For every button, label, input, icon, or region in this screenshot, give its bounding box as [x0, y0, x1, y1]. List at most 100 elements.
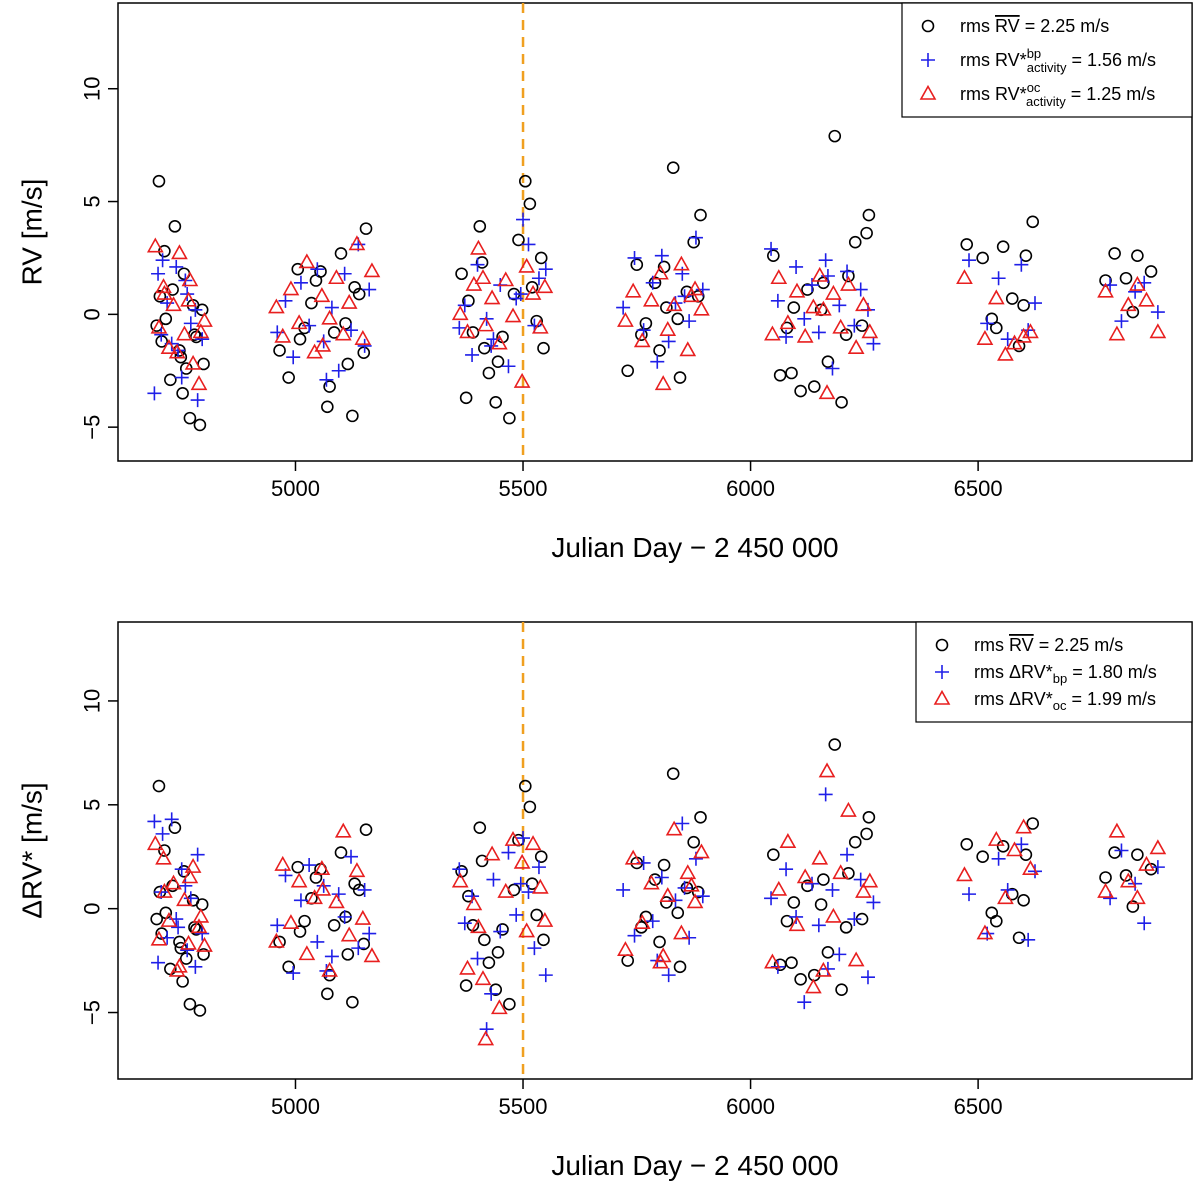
data-point [273, 344, 286, 357]
data-point [1022, 860, 1039, 875]
data-point [298, 945, 316, 961]
data-point [524, 284, 542, 300]
data-point [363, 947, 381, 963]
data-point [693, 843, 710, 859]
data-point [531, 271, 546, 286]
data-point [1021, 932, 1036, 947]
data-point [821, 945, 835, 959]
data-point [168, 343, 186, 359]
data-point [847, 318, 862, 333]
data-point [654, 947, 672, 963]
data-point [470, 239, 487, 255]
data-point [503, 411, 516, 425]
data-point [146, 835, 164, 851]
data-point [1005, 292, 1019, 305]
data-point [274, 855, 292, 871]
data-point [818, 787, 833, 802]
data-point [821, 355, 835, 369]
data-point [794, 972, 807, 986]
data-point [482, 956, 496, 969]
data-point [351, 941, 366, 956]
data-point [679, 864, 697, 880]
data-point [524, 835, 542, 851]
data-point [152, 174, 166, 188]
data-point [168, 821, 182, 834]
data-point [181, 271, 199, 287]
data-point [197, 948, 210, 961]
data-point [985, 906, 999, 920]
data-point [976, 251, 989, 265]
data-point [270, 918, 285, 933]
data-point [293, 275, 308, 290]
data-point [677, 880, 692, 895]
data-point [344, 323, 359, 338]
data-point [660, 301, 673, 314]
data-point [180, 291, 197, 307]
data-point [518, 922, 536, 938]
data-point [1131, 249, 1144, 262]
data-point [779, 314, 797, 330]
data-point [156, 284, 173, 300]
data-point [1119, 271, 1133, 285]
data-point [196, 936, 213, 952]
data-point [152, 779, 166, 793]
data-point [314, 336, 332, 352]
data-point [1128, 876, 1143, 891]
data-point [991, 851, 1006, 866]
data-point [195, 926, 210, 941]
data-point [805, 978, 822, 994]
data-point [842, 269, 855, 283]
data-point [151, 266, 166, 281]
data-point [270, 325, 285, 340]
data-point [1012, 931, 1026, 945]
x-tick-label: 6500 [954, 476, 1003, 501]
data-point [268, 932, 285, 948]
data-point [291, 860, 305, 874]
data-point [633, 914, 651, 930]
data-point [193, 418, 207, 432]
data-point [159, 906, 173, 920]
x-axis-title: Julian Day − 2 450 000 [551, 532, 838, 563]
data-point [174, 941, 188, 955]
data-point [653, 935, 666, 949]
data-point [1129, 889, 1146, 905]
y-axis-title: RV [m/s] [17, 179, 48, 286]
data-point [509, 907, 524, 922]
data-point [1114, 314, 1129, 329]
data-point [290, 314, 308, 330]
y-axis-title: ΔRV* [m/s] [17, 782, 48, 918]
data-point [452, 862, 467, 877]
data-point [537, 933, 550, 947]
x-tick-label: 6000 [726, 1094, 775, 1119]
data-point [309, 274, 323, 287]
data-point [298, 914, 311, 928]
x-tick-label: 6500 [954, 1094, 1003, 1119]
data-point [357, 338, 372, 353]
panel-delta-rv: 5000 5500 6000 6500 −5 0 5 10 Julian Day − 2 450… [17, 621, 1193, 1181]
data-point [282, 914, 300, 930]
data-point [475, 854, 489, 868]
data-point [832, 318, 850, 334]
data-point [531, 318, 549, 334]
data-point [473, 821, 487, 834]
data-point [334, 247, 348, 260]
data-point [1099, 274, 1112, 287]
data-point [313, 287, 331, 303]
data-point [512, 233, 525, 247]
data-point [668, 893, 683, 908]
data-point [805, 298, 822, 314]
data-point [1108, 846, 1121, 859]
data-point [328, 893, 345, 909]
data-point [523, 800, 537, 814]
data-point [1022, 323, 1039, 339]
data-point [147, 814, 162, 829]
data-point [832, 947, 847, 962]
data-point [188, 959, 203, 974]
data-point [484, 338, 499, 353]
data-point [832, 298, 847, 313]
legend-entry: rms ΔRV*oc = 1.99 m/s [974, 689, 1156, 713]
data-point [362, 282, 377, 297]
data-point [848, 235, 862, 249]
data-point [630, 258, 644, 272]
